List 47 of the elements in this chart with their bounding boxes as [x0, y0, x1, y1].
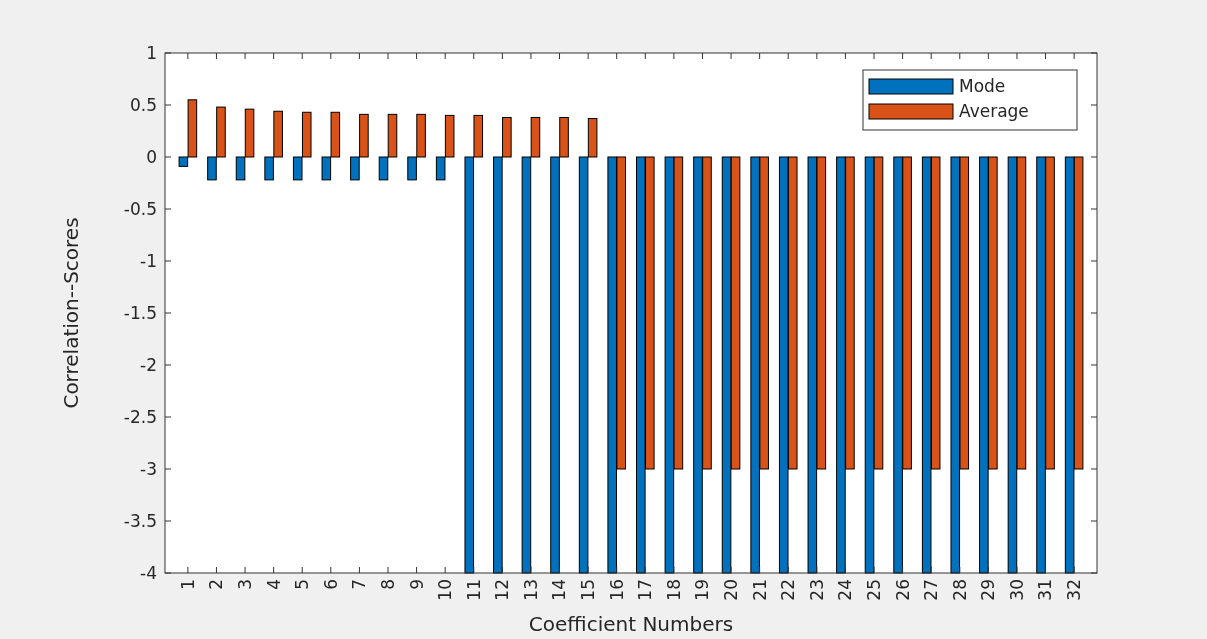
- x-tick-label: 14: [549, 579, 570, 601]
- x-tick-label: 11: [463, 579, 484, 601]
- x-tick-label: 5: [292, 579, 313, 590]
- x-tick-label: 12: [492, 579, 513, 601]
- x-tick-label: 24: [835, 579, 856, 601]
- x-axis-title: Coefficient Numbers: [528, 612, 734, 636]
- x-tick-label: 1: [177, 579, 198, 590]
- x-tick-label: 29: [978, 579, 999, 601]
- x-tick-label: 17: [635, 579, 656, 601]
- x-tick-label: 18: [663, 579, 684, 601]
- x-tick-label: 23: [806, 579, 827, 601]
- x-tick-label: 21: [749, 579, 770, 601]
- y-tick-label: -4: [140, 562, 157, 583]
- x-tick-label: 4: [263, 579, 284, 590]
- x-tick-label: 31: [1035, 579, 1056, 601]
- y-tick-label: -3.5: [123, 510, 157, 531]
- x-tick-label: 13: [520, 579, 541, 601]
- y-tick-label: -1: [140, 250, 157, 271]
- x-tick-label: 28: [949, 579, 970, 601]
- x-tick-label: 26: [892, 579, 913, 601]
- legend-label: Mode: [959, 76, 1006, 97]
- y-tick-label: -2: [140, 354, 157, 375]
- y-axis-title: Correlation--Scores: [59, 217, 83, 409]
- x-tick-label: 10: [435, 579, 456, 601]
- y-tick-label: 0.5: [129, 94, 157, 115]
- y-tick-label: -3: [140, 458, 157, 479]
- y-tick-label: -2.5: [123, 406, 157, 427]
- x-tick-label: 25: [863, 579, 884, 601]
- x-tick-label: 7: [349, 579, 370, 590]
- x-tick-label: 19: [692, 579, 713, 601]
- x-tick-label: 9: [406, 579, 427, 590]
- x-tick-label: 15: [578, 579, 599, 601]
- x-tick-label: 6: [320, 579, 341, 590]
- x-tick-label: 20: [721, 579, 742, 601]
- x-tick-label: 30: [1006, 579, 1027, 601]
- x-tick-label: 22: [778, 579, 799, 601]
- x-tick-label: 32: [1064, 579, 1085, 601]
- y-tick-label: -1.5: [123, 302, 157, 323]
- y-tick-label: 0: [146, 146, 157, 167]
- x-tick-label: 2: [206, 579, 227, 590]
- y-tick-label: -0.5: [123, 198, 157, 219]
- x-tick-label: 3: [235, 579, 255, 590]
- legend-label: Average: [959, 101, 1029, 122]
- y-tick-label: 1: [146, 42, 157, 63]
- x-tick-label: 8: [377, 579, 398, 590]
- x-tick-label: 16: [606, 579, 627, 601]
- x-tick-label: 27: [921, 579, 942, 601]
